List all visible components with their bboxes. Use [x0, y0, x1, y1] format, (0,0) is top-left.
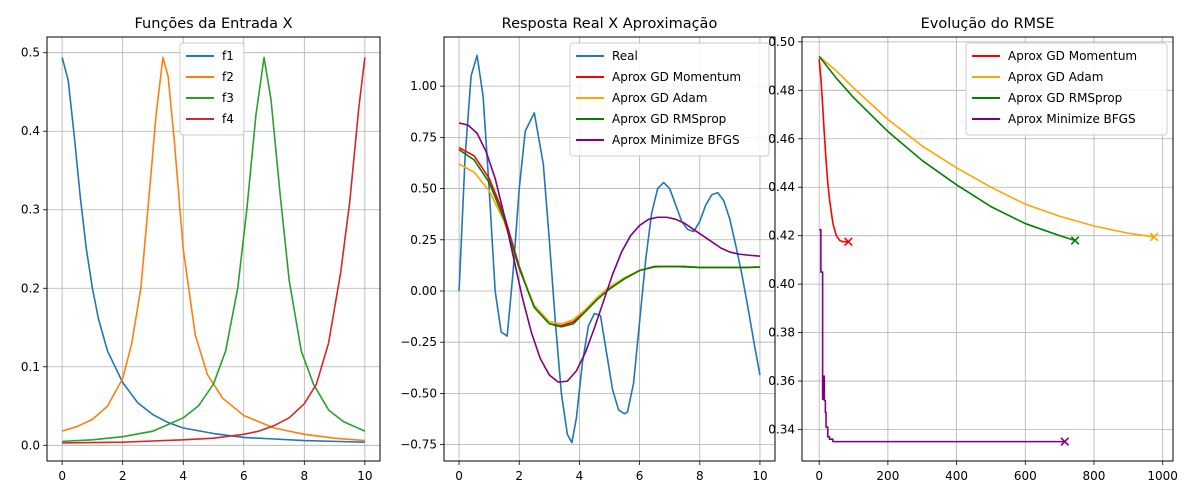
- x-tick-label: 10: [357, 469, 372, 483]
- y-tick-label: 0.38: [768, 326, 795, 340]
- series-line-aprox-minimize-bfgs: [819, 228, 1065, 443]
- legend-label: Aprox GD Adam: [1008, 70, 1103, 84]
- series-line-f1: [61, 57, 365, 443]
- series-line-aprox-gd-rmsprop: [818, 55, 1076, 242]
- series-line-aprox-gd-momentum: [458, 146, 760, 327]
- series-end-marker: [1070, 236, 1080, 245]
- legend: f1 f2 f3 f4: [179, 42, 245, 136]
- y-tick-label: 0.4: [21, 124, 40, 138]
- legend: Real Aprox GD Momentum Aprox GD Adam Aprox …: [569, 42, 770, 157]
- chart-title: Evolução do RMSE: [921, 16, 1055, 32]
- series-line-aprox-gd-adam: [818, 55, 1155, 238]
- y-tick-label: 0.46: [768, 132, 795, 146]
- y-tick-label: 0.50: [768, 35, 795, 49]
- x-tick-label: 400: [945, 469, 968, 483]
- x-tick-label: 600: [1014, 469, 1037, 483]
- series-line-aprox-minimize-bfgs: [458, 122, 761, 383]
- x-tick-label: 2: [119, 469, 127, 483]
- series-group: [458, 54, 761, 444]
- legend-label: Aprox GD Momentum: [612, 70, 741, 84]
- x-tick-label: 0: [815, 469, 823, 483]
- x-tick-label: 4: [576, 469, 584, 483]
- y-tick-label: 0.44: [768, 180, 795, 194]
- x-tick-label: 1000: [1147, 469, 1178, 483]
- legend-label: Aprox GD RMSprop: [1008, 91, 1122, 105]
- series-end-marker: [844, 237, 853, 247]
- y-tick-label: 0.42: [768, 229, 795, 243]
- series-line-aprox-gd-momentum: [818, 58, 849, 243]
- series-line-f3: [62, 56, 366, 443]
- series-line-f4: [62, 57, 366, 444]
- y-tick-label: 1.00: [410, 79, 437, 93]
- x-tick-label: 6: [240, 469, 248, 483]
- series-end-marker: [1149, 232, 1159, 242]
- x-tick-label: 8: [696, 469, 704, 483]
- y-tick-label: 0.00: [410, 284, 437, 298]
- series-line-f2: [61, 56, 365, 442]
- x-tick-label: 800: [1083, 469, 1106, 483]
- x-tick-label: 4: [179, 469, 187, 483]
- legend-label: Aprox Minimize BFGS: [612, 133, 740, 147]
- chart-title: Funções da Entrada X: [134, 16, 292, 32]
- chart-panel-1: 0 2 4 6 8 10 0.0 0.1 0.2 0.3 0.4 0.5 Funções da Entr…: [21, 16, 381, 483]
- y-tick-label: 0.3: [21, 203, 40, 217]
- y-tick-label: −0.25: [400, 335, 437, 349]
- x-tick-label: 2: [515, 469, 523, 483]
- legend-label: Aprox GD Momentum: [1008, 49, 1137, 63]
- y-tick-label: 0.36: [768, 374, 795, 388]
- y-tick-label: −0.75: [400, 438, 437, 452]
- legend-label: f3: [222, 91, 234, 105]
- plot-frame: [443, 36, 776, 462]
- series-end-marker: [1060, 437, 1070, 446]
- plot-frame: [46, 36, 381, 462]
- chart-panel-2: 0 2 4 6 8 10 −0.75 −0.50 −0.25 0.00 0.25 0.50 0.75 1.…: [400, 16, 776, 483]
- x-tick-label: 8: [300, 469, 308, 483]
- y-tick-label: −0.50: [400, 386, 437, 400]
- x-tick-label: 0: [58, 469, 66, 483]
- y-tick-label: 0.0: [21, 438, 40, 452]
- legend-label: f1: [222, 49, 234, 63]
- legend-label: f2: [222, 70, 234, 84]
- plot-frame: [801, 36, 1174, 462]
- series-group: [61, 56, 366, 444]
- y-tick-label: 0.48: [768, 83, 795, 97]
- legend-label: Real: [612, 49, 638, 63]
- y-tick-label: 0.25: [410, 233, 437, 247]
- series-line-aprox-gd-rmsprop: [458, 148, 760, 328]
- legend: Aprox GD Momentum Aprox GD Adam Aprox GD R…: [965, 42, 1168, 136]
- legend-label: Aprox Minimize BFGS: [1008, 112, 1136, 126]
- y-tick-label: 0.5: [21, 46, 40, 60]
- y-tick-label: 0.50: [410, 182, 437, 196]
- legend-label: Aprox GD Adam: [612, 91, 707, 105]
- y-tick-label: 0.40: [768, 277, 795, 291]
- y-tick-label: 0.34: [768, 423, 795, 437]
- x-tick-label: 6: [636, 469, 644, 483]
- y-tick-label: 0.75: [410, 130, 437, 144]
- legend-label: Aprox GD RMSprop: [612, 112, 726, 126]
- y-tick-label: 0.1: [21, 360, 40, 374]
- chart-title: Resposta Real X Aproximação: [502, 16, 718, 32]
- x-tick-label: 200: [876, 469, 899, 483]
- series-group: [818, 55, 1155, 443]
- x-tick-label: 0: [455, 469, 463, 483]
- chart-panel-3: 0 200 400 600 800 1000 0.34 0.36 0.38 0.40 0.42 0.4…: [768, 16, 1178, 483]
- y-tick-label: 0.2: [21, 281, 40, 295]
- legend-label: f4: [222, 112, 234, 126]
- x-tick-label: 10: [752, 469, 767, 483]
- series-line-real: [458, 54, 761, 444]
